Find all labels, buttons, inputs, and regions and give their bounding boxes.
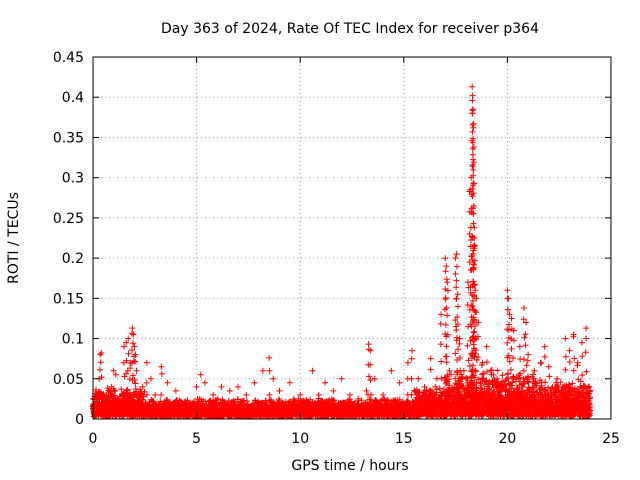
grid-lines — [93, 57, 611, 419]
roti-point — [130, 397, 137, 404]
roti-point — [140, 396, 147, 403]
data-points — [89, 83, 594, 420]
chart-title: Day 363 of 2024, Rate Of TEC Index for r… — [161, 21, 539, 37]
roti-point — [112, 387, 119, 394]
roti-point — [124, 386, 131, 393]
roti-point — [480, 370, 487, 377]
roti-point — [118, 386, 125, 393]
roti-point — [141, 388, 148, 395]
roti-point — [499, 372, 506, 379]
roti-point — [92, 386, 99, 393]
roti-point — [494, 367, 501, 374]
roti-point — [463, 375, 470, 382]
roti-point — [140, 393, 147, 400]
